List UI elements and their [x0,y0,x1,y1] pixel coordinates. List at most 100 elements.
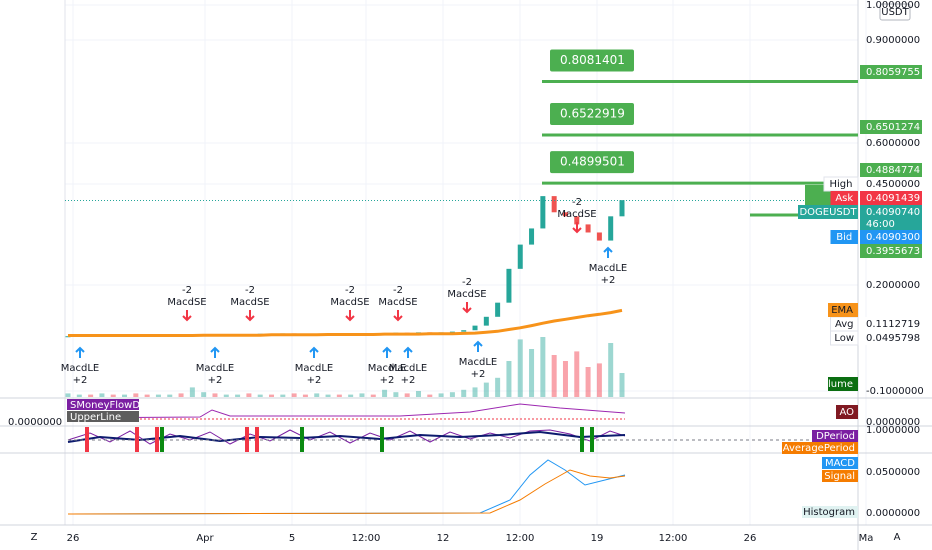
ema-line [68,308,623,337]
x-tick-label: Ma [859,533,874,544]
stoch-bar [580,427,584,452]
stoch-bar [155,427,159,452]
legend-tag: EMA [831,305,853,316]
stoch-bar [255,427,259,452]
volume-bar [574,351,580,397]
short-arrow [393,310,403,322]
volume-bar [348,394,354,397]
volume-bar [65,393,71,397]
price-tag-box [860,191,922,205]
price-tag-box [860,317,922,331]
target-box [550,49,634,72]
pane-tag: Signal [824,471,855,482]
target-tag [860,120,922,134]
signal-label: MacdLE [368,363,407,374]
price-tag-name: High [830,179,853,190]
price-tag-value: 0.1112719 [866,319,920,330]
pane-value: 1.0000000 [866,425,920,436]
volume-bar [167,394,173,397]
volume-bar [608,343,614,397]
signal-qty: -2 [393,285,403,296]
signal-label: MacdLE [196,363,235,374]
y-tick-label: 0.6000000 [866,138,920,149]
signal-qty: +2 [307,375,322,386]
price-tag-value: 0.4091439 [866,193,920,204]
signal-label: MacdLE [389,363,428,374]
candle [472,325,478,331]
x-tick-label: 26 [67,533,80,544]
volume-bar [472,387,478,397]
volume-bar [291,393,297,397]
volume-bar [257,394,263,397]
target-tag [860,244,922,258]
price-tag-timer: 46:00 [866,219,895,230]
currency-box[interactable] [879,3,911,21]
long-arrow [403,346,413,358]
price-tag-name-box [830,191,858,205]
candle [529,228,535,245]
auto-button[interactable]: A [894,532,901,543]
volume-bar [449,392,455,397]
legend-tag-box [828,303,858,317]
stoch-bar [245,427,249,452]
volume-bar [540,337,546,397]
pane-value: 0.0000000 [8,417,62,428]
stoch-bar [160,427,164,452]
volume-bar [212,393,218,397]
volume-bar [619,373,625,397]
signal-qty: -2 [462,277,472,288]
target-box [550,103,634,126]
volume-bar [178,393,184,397]
candle [585,224,591,233]
price-tag-name-box [830,330,859,346]
pane-tag: AveragePeriod [783,443,855,454]
signal-qty: -2 [182,285,192,296]
pane-tag: MACD [825,458,855,469]
target-label: 0.4899501 [560,155,625,169]
candle [495,302,501,317]
stoch-bar [590,427,594,452]
volume-bar [99,393,105,397]
volume-bar [438,393,444,397]
pane-tag-box [812,430,858,442]
candle [551,196,557,213]
target-tag [860,163,922,177]
volume-bar [223,394,229,397]
candle [449,331,455,333]
price-tag-box [860,230,922,244]
volume-bar [144,394,150,397]
signal-label: MacdLE [589,263,628,274]
volume-bar [427,394,433,397]
pane-tag: DPeriod [816,431,855,442]
price-tag-box [860,205,922,231]
candle [517,244,523,269]
signal-qty: +2 [73,375,88,386]
price-tag-value: 0.4090300 [866,232,920,243]
stoch-bar [380,427,384,452]
volume-bar [235,394,241,397]
candle [608,216,614,241]
x-tick-label: 19 [591,533,604,544]
signal-label: MacdSE [167,297,206,308]
x-tick-label: 12 [437,533,450,544]
price-tag-value: 0.0495798 [866,333,920,344]
y-tick-label: 0.9000000 [866,35,920,46]
volume-bar [404,393,410,397]
volume-bar [302,394,308,397]
volume-bar [585,367,591,397]
stoch-bar [85,427,89,452]
pane-label: UpperLine [70,412,121,423]
target-tag-label: 0.3955673 [866,246,920,257]
pane-tag-box [822,457,858,469]
volume-bar [201,392,207,397]
zoom-button[interactable]: Z [31,532,38,543]
pane-tag-box [836,405,858,419]
target-tag [860,65,922,79]
pane-tick: 0.0500000 [866,467,920,478]
signal-qty: +2 [380,375,395,386]
y-tick-label: 1.0000000 [866,0,920,11]
price-tag-box [860,331,922,345]
volume-bar [506,361,512,397]
signal-label: MacdLE [61,363,100,374]
